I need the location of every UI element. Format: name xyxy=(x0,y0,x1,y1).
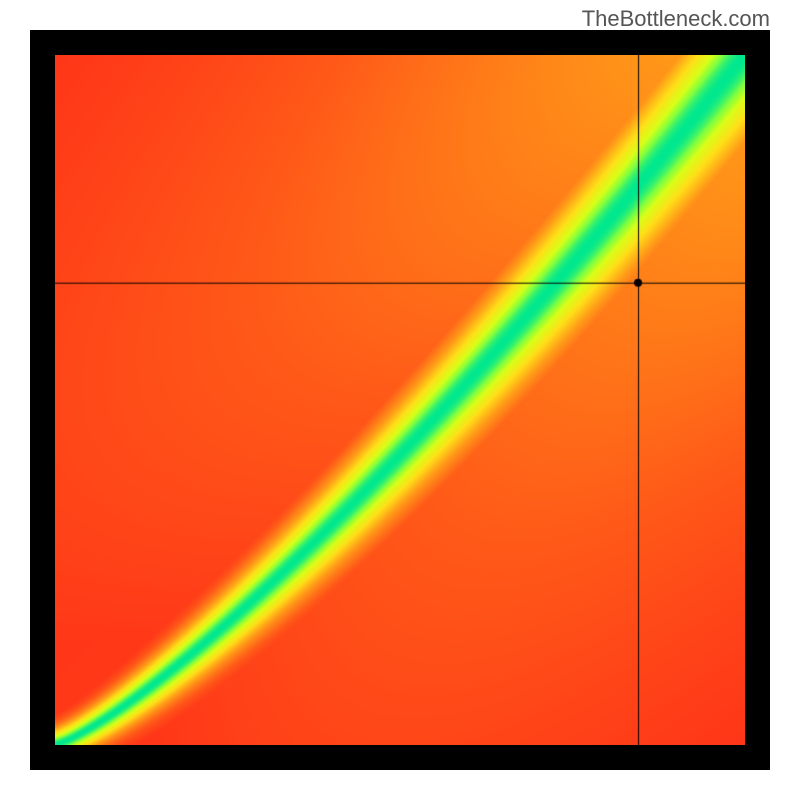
chart-frame xyxy=(30,30,770,770)
watermark-text: TheBottleneck.com xyxy=(582,6,770,32)
bottleneck-heatmap xyxy=(55,55,745,745)
chart-container: TheBottleneck.com xyxy=(0,0,800,800)
